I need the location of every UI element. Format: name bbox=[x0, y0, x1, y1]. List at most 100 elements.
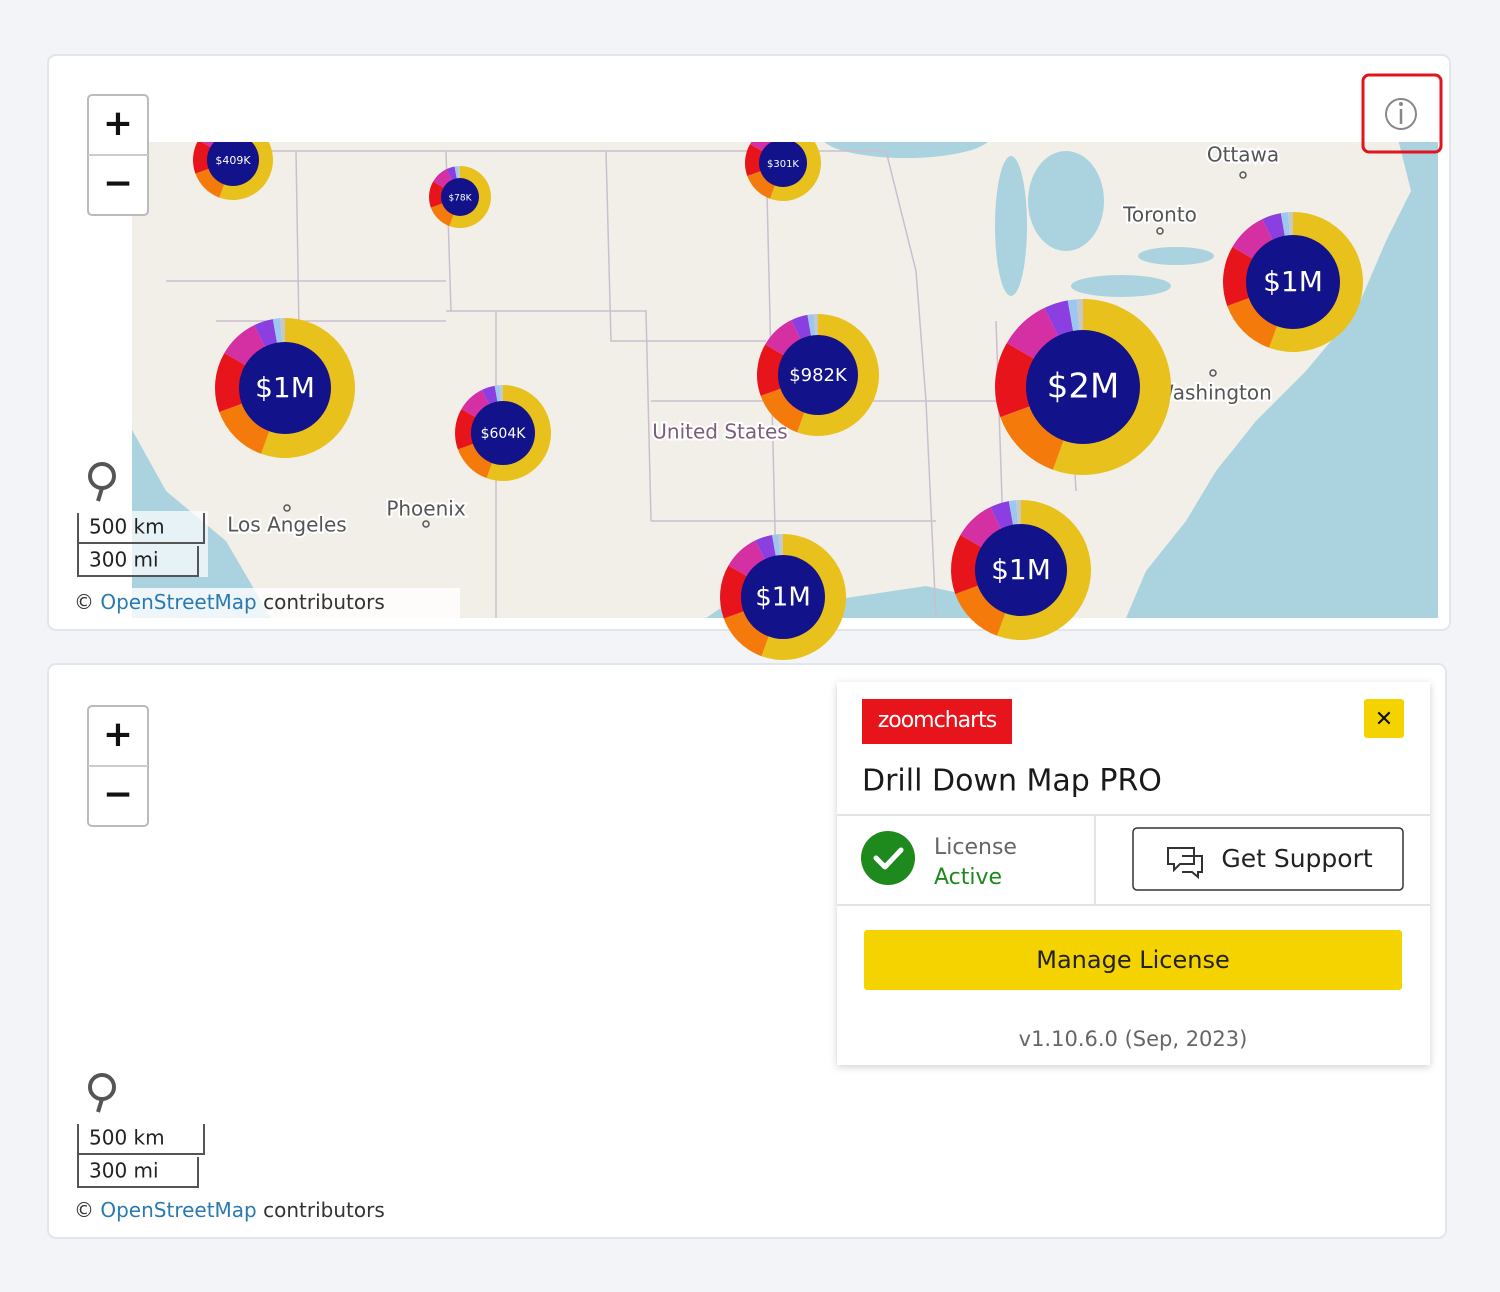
cluster-segment bbox=[757, 344, 785, 396]
cluster[interactable]: $1M bbox=[951, 500, 1091, 640]
zoom-out[interactable]: − bbox=[103, 163, 133, 204]
cluster-segment bbox=[772, 534, 781, 557]
close-button[interactable] bbox=[1364, 699, 1404, 738]
cluster-segment bbox=[1232, 219, 1273, 259]
cluster-segment bbox=[195, 168, 225, 198]
cluster[interactable]: $409K bbox=[193, 120, 273, 200]
attribution-link[interactable]: OpenStreetMap bbox=[100, 590, 256, 614]
cluster-segment bbox=[755, 534, 776, 561]
cluster-segment bbox=[193, 142, 212, 174]
cluster-segment bbox=[745, 144, 764, 176]
cluster-segment bbox=[429, 181, 445, 208]
cluster-segment bbox=[807, 314, 816, 337]
cluster-segment bbox=[499, 385, 503, 403]
scale-km: 500 km bbox=[89, 1126, 165, 1150]
cluster-segment bbox=[455, 409, 477, 450]
zoom-out[interactable]: − bbox=[103, 774, 133, 815]
cluster-center bbox=[778, 335, 858, 415]
attribution-symbol: © bbox=[74, 590, 94, 614]
cluster-segment bbox=[761, 534, 847, 660]
manage-label[interactable]: Manage License bbox=[1036, 946, 1229, 974]
cluster-label: $2M bbox=[1047, 367, 1120, 407]
cluster-segment bbox=[1076, 299, 1083, 332]
cluster-segment bbox=[765, 320, 801, 356]
status-check bbox=[873, 847, 904, 870]
cluster-segment bbox=[1262, 213, 1286, 241]
cluster-segment bbox=[1288, 212, 1293, 237]
scale-mi-bar bbox=[77, 543, 199, 577]
cluster-label: $78K bbox=[448, 194, 472, 204]
place-label: Ottawa bbox=[1207, 143, 1279, 167]
cluster-label: $982K bbox=[789, 365, 848, 386]
cluster-segment bbox=[201, 142, 216, 148]
scale-mi: 300 mi bbox=[89, 548, 159, 572]
attribution-link[interactable]: OpenStreetMap bbox=[100, 1198, 256, 1222]
support-label[interactable]: Get Support bbox=[1221, 844, 1373, 873]
attribution: © OpenStreetMap contributors bbox=[74, 590, 385, 614]
place-dot bbox=[1239, 171, 1247, 179]
attribution-text: contributors bbox=[263, 1198, 385, 1222]
cluster-segment bbox=[494, 385, 501, 403]
zoom-in[interactable]: + bbox=[103, 103, 133, 144]
cluster-segment bbox=[723, 611, 769, 657]
cluster-label: $301K bbox=[767, 159, 799, 170]
cluster-segment bbox=[1006, 307, 1059, 359]
highlight-box bbox=[1361, 73, 1443, 154]
cluster-center bbox=[441, 178, 479, 216]
lake-erie bbox=[1071, 275, 1171, 297]
place-label: Toronto bbox=[1122, 203, 1197, 227]
cluster-label: $604K bbox=[481, 426, 527, 442]
place-label: Washington bbox=[1154, 381, 1272, 405]
license-label: License bbox=[934, 835, 1017, 860]
scale-km-bar bbox=[77, 1124, 205, 1155]
license-status: Active bbox=[934, 865, 1002, 890]
zoom-in[interactable]: + bbox=[103, 714, 133, 755]
license-popup: zoomcharts ✕ Drill Down Map PRO License Acti… bbox=[837, 682, 1430, 1065]
cluster[interactable]: $78K bbox=[429, 166, 491, 228]
manage-button[interactable] bbox=[864, 930, 1402, 990]
cluster-segment bbox=[272, 318, 282, 344]
cluster-segment bbox=[1000, 406, 1064, 470]
place-label: Phoenix bbox=[386, 497, 466, 521]
lake-michigan bbox=[995, 156, 1027, 296]
place-label: United States bbox=[652, 420, 787, 444]
cluster-segment bbox=[430, 203, 454, 227]
cluster-segment bbox=[778, 534, 783, 557]
cluster-segment bbox=[461, 389, 490, 418]
cluster-segment bbox=[1016, 500, 1021, 526]
cluster-center bbox=[1026, 330, 1140, 444]
cluster[interactable]: $301K bbox=[745, 125, 821, 201]
cluster-segment bbox=[224, 325, 266, 366]
cluster-segment bbox=[791, 314, 812, 340]
cluster[interactable]: $604K bbox=[455, 385, 551, 481]
lake-ontario bbox=[1138, 247, 1214, 265]
cluster-segment bbox=[457, 166, 460, 180]
cluster[interactable]: $1M bbox=[1223, 212, 1364, 353]
cluster[interactable]: $982K bbox=[757, 314, 879, 437]
popup-title: Drill Down Map PRO bbox=[862, 764, 1162, 799]
cluster-segment bbox=[990, 501, 1014, 530]
cluster-center bbox=[1246, 235, 1340, 329]
state-border bbox=[885, 150, 927, 402]
cluster-segment bbox=[1223, 247, 1254, 306]
atlantic bbox=[1126, 142, 1438, 618]
cluster-label: $1M bbox=[755, 583, 811, 613]
place-label: Los Angeles bbox=[227, 513, 346, 537]
close-icon[interactable]: ✕ bbox=[1375, 707, 1393, 732]
cluster-segment bbox=[254, 319, 278, 348]
cluster-center bbox=[741, 555, 825, 639]
place-dot bbox=[1156, 227, 1164, 235]
cluster-segment bbox=[457, 443, 493, 479]
cluster[interactable]: $1M bbox=[720, 534, 847, 660]
cluster-segment bbox=[280, 318, 285, 344]
cluster-segment bbox=[449, 166, 491, 228]
cluster[interactable]: $2M bbox=[995, 299, 1171, 476]
cluster-label: $1M bbox=[991, 553, 1051, 586]
state-border bbox=[605, 150, 766, 342]
cluster[interactable]: $1M bbox=[215, 318, 355, 458]
support-button[interactable] bbox=[1132, 827, 1404, 891]
scale-km-bar bbox=[77, 513, 205, 544]
pin-icon-stem bbox=[96, 487, 104, 502]
cluster-segment bbox=[486, 385, 551, 481]
